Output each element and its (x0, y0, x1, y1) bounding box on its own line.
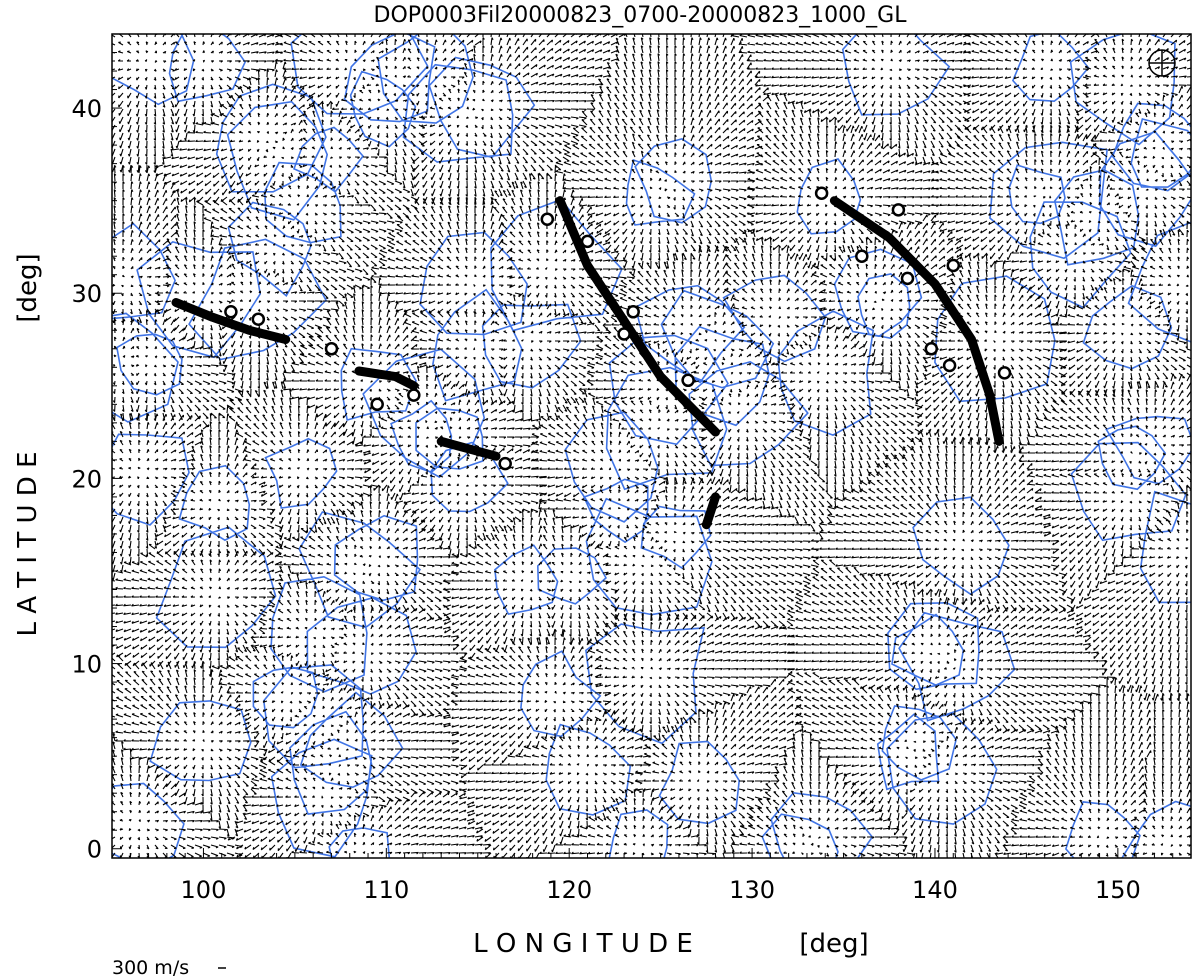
y-tick-label: 20 (71, 465, 102, 493)
filament (436, 436, 501, 461)
filaments (171, 196, 1004, 530)
footpoint-marker (814, 186, 829, 200)
x-tick-label: 110 (363, 876, 409, 904)
footpoint-marker (855, 249, 869, 263)
footpoint-marker (900, 271, 915, 286)
footpoint-marker (540, 212, 555, 226)
footpoint-marker (370, 397, 384, 412)
footpoint-marker (626, 305, 640, 319)
filament (701, 492, 720, 530)
footpoint-marker (681, 373, 695, 388)
y-tick-label: 40 (71, 95, 102, 123)
velocity-scale-label: 300 m/s (112, 957, 189, 978)
footpoint-marker (891, 203, 906, 217)
footpoint-marker (942, 358, 957, 373)
x-tick-label: 100 (181, 876, 227, 904)
y-tick-label: 10 (71, 651, 102, 679)
footpoint-marker (617, 327, 631, 341)
filament (171, 298, 291, 344)
filament (354, 366, 419, 391)
footpoints (224, 186, 1012, 471)
magnetic-network (112, 34, 1191, 858)
footpoint-marker (997, 366, 1012, 380)
footpoint-marker (324, 342, 339, 356)
footpoint-marker (580, 234, 595, 249)
velocity-scale: 300 m/s (112, 957, 226, 978)
y-tick-label: 0 (87, 836, 102, 864)
x-tick-label: 140 (912, 876, 958, 904)
footpoint-marker (498, 456, 512, 471)
y-axis-label: L A T I T U D E (13, 451, 43, 636)
x-axis-unit: [deg] (799, 929, 868, 959)
crosshair-icon (1148, 49, 1176, 77)
footpoint-marker (407, 388, 421, 402)
y-axis-unit: [deg] (13, 253, 43, 322)
filament (829, 196, 1004, 446)
footpoint-marker (924, 342, 939, 356)
y-tick-label: 30 (71, 280, 102, 308)
footpoint-marker (946, 258, 961, 273)
filament (555, 196, 720, 437)
velocity-vectors (112, 34, 1191, 858)
chart-title: DOP0003Fil20000823_0700-20000823_1000_GL (374, 3, 908, 28)
x-tick-label: 120 (546, 876, 592, 904)
footpoint-marker (251, 312, 266, 326)
x-tick-label: 150 (1095, 876, 1141, 904)
x-tick-label: 130 (729, 876, 775, 904)
footpoint-marker (224, 305, 238, 319)
plot-frame (111, 33, 1192, 859)
x-axis-label: L O N G I T U D E (473, 929, 693, 959)
